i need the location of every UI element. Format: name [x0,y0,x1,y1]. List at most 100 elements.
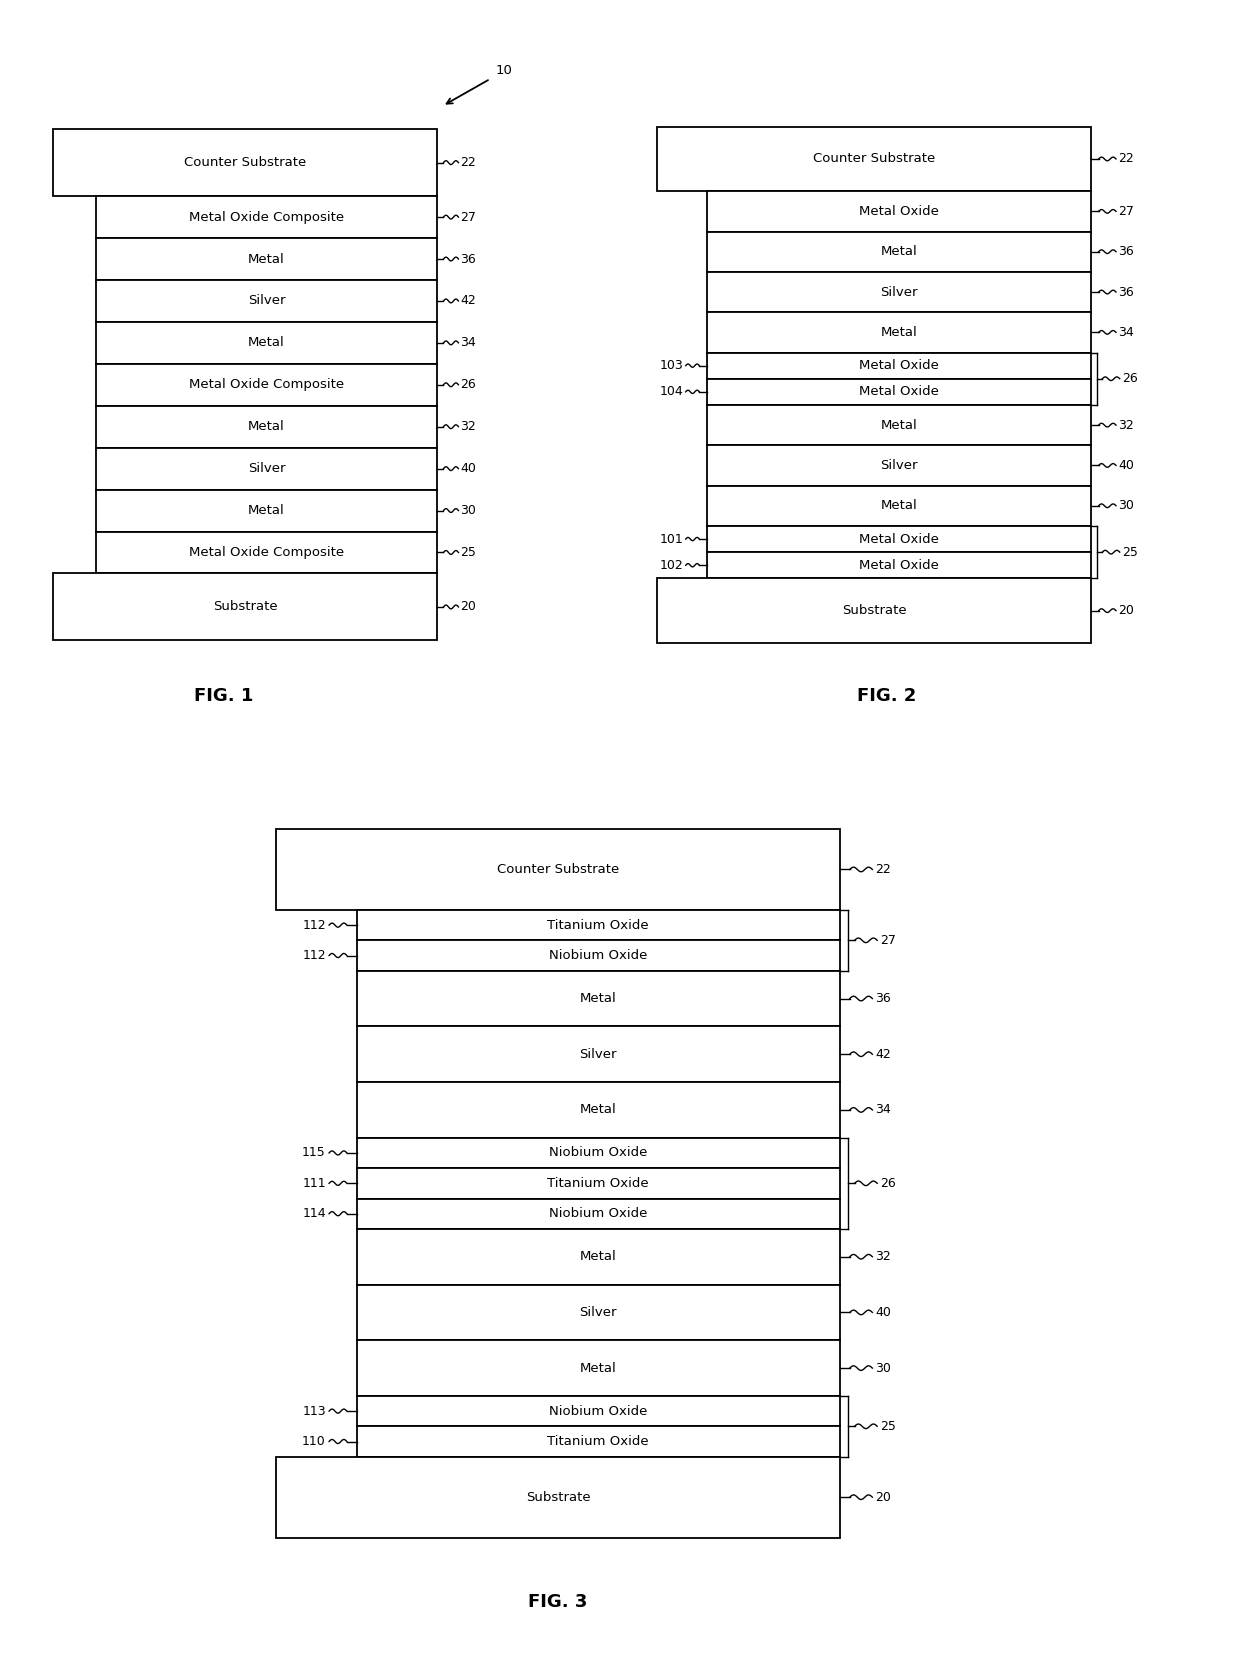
Bar [95,531,436,573]
Bar [657,127,1091,192]
Bar [357,1395,841,1427]
Text: 26: 26 [880,1177,897,1190]
Bar [357,1137,841,1168]
Bar [707,313,1091,353]
Bar [53,129,436,197]
Text: Metal: Metal [880,245,918,258]
Text: Silver: Silver [880,458,918,472]
Text: Titanium Oxide: Titanium Oxide [548,1177,649,1190]
Text: 25: 25 [460,546,476,559]
Text: 30: 30 [875,1362,892,1375]
Text: Metal: Metal [580,1362,616,1375]
Text: 22: 22 [460,156,476,169]
Bar [707,405,1091,445]
Bar [357,1198,841,1230]
Text: 101: 101 [660,533,683,546]
Bar [95,238,436,280]
Bar [707,553,1091,578]
Text: 20: 20 [875,1491,892,1504]
Text: Metal: Metal [248,420,285,434]
Bar [95,447,436,490]
Text: Metal: Metal [880,419,918,432]
Text: Metal: Metal [248,253,285,265]
Text: Metal Oxide: Metal Oxide [859,359,939,372]
Text: 36: 36 [1118,245,1135,258]
Text: Silver: Silver [579,1306,618,1319]
Text: 110: 110 [303,1435,326,1448]
Text: Metal Oxide: Metal Oxide [859,559,939,571]
Text: 30: 30 [460,505,476,516]
Text: 25: 25 [1122,546,1138,559]
Text: 22: 22 [875,862,892,875]
Text: Niobium Oxide: Niobium Oxide [549,1206,647,1220]
Bar [53,573,436,640]
Bar [707,379,1091,405]
Text: Counter Substrate: Counter Substrate [813,152,935,166]
Text: 112: 112 [303,919,326,932]
Bar [357,1026,841,1082]
Text: FIG. 3: FIG. 3 [528,1594,588,1612]
Text: Metal: Metal [248,336,285,349]
Text: 32: 32 [875,1250,892,1263]
Bar [95,405,436,447]
Text: 42: 42 [460,295,476,308]
Text: 30: 30 [1118,500,1135,513]
Bar [275,829,841,910]
Bar [95,364,436,405]
Text: FIG. 2: FIG. 2 [857,687,916,705]
Text: Metal Oxide: Metal Oxide [859,533,939,546]
Text: Metal: Metal [880,326,918,339]
Text: 34: 34 [1118,326,1135,339]
Text: 40: 40 [460,462,476,475]
Text: Metal Oxide Composite: Metal Oxide Composite [188,546,343,559]
Bar [357,1341,841,1395]
Text: 40: 40 [1118,458,1135,472]
Text: Silver: Silver [880,286,918,298]
Text: Metal Oxide Composite: Metal Oxide Composite [188,379,343,391]
Text: Titanium Oxide: Titanium Oxide [548,1435,649,1448]
Bar [357,1284,841,1341]
Bar [275,1456,841,1537]
Text: 27: 27 [1118,205,1135,218]
Text: Metal: Metal [880,500,918,513]
Text: 36: 36 [1118,286,1135,298]
Text: 40: 40 [875,1306,892,1319]
Bar [95,197,436,238]
Text: Counter Substrate: Counter Substrate [184,156,306,169]
Text: 34: 34 [460,336,476,349]
Text: 32: 32 [460,420,476,434]
Text: Titanium Oxide: Titanium Oxide [548,919,649,932]
Bar [357,1168,841,1198]
Text: Silver: Silver [579,1048,618,1061]
Bar [357,971,841,1026]
Text: Metal Oxide Composite: Metal Oxide Composite [188,210,343,223]
Text: 10: 10 [496,63,512,76]
Text: 25: 25 [880,1420,897,1433]
Bar [95,323,436,364]
Bar [707,353,1091,379]
Text: Metal: Metal [580,1104,616,1117]
Bar [357,940,841,971]
Text: Metal Oxide: Metal Oxide [859,205,939,218]
Text: 27: 27 [880,933,897,947]
Text: 26: 26 [460,379,476,391]
Bar [707,192,1091,232]
Text: 36: 36 [460,253,476,265]
Text: Metal: Metal [580,991,616,1005]
Bar [707,445,1091,485]
Text: Niobium Oxide: Niobium Oxide [549,1405,647,1418]
Text: 112: 112 [303,948,326,962]
Text: 42: 42 [875,1048,892,1061]
Text: FIG. 1: FIG. 1 [195,687,253,705]
Text: 20: 20 [1118,604,1135,617]
Text: 114: 114 [303,1206,326,1220]
Text: Niobium Oxide: Niobium Oxide [549,1147,647,1160]
Bar [95,280,436,323]
Text: 104: 104 [660,386,683,399]
Text: 103: 103 [660,359,683,372]
Bar [707,526,1091,553]
Text: Substrate: Substrate [842,604,906,617]
Bar [357,1427,841,1456]
Text: Niobium Oxide: Niobium Oxide [549,948,647,962]
Text: 111: 111 [303,1177,326,1190]
